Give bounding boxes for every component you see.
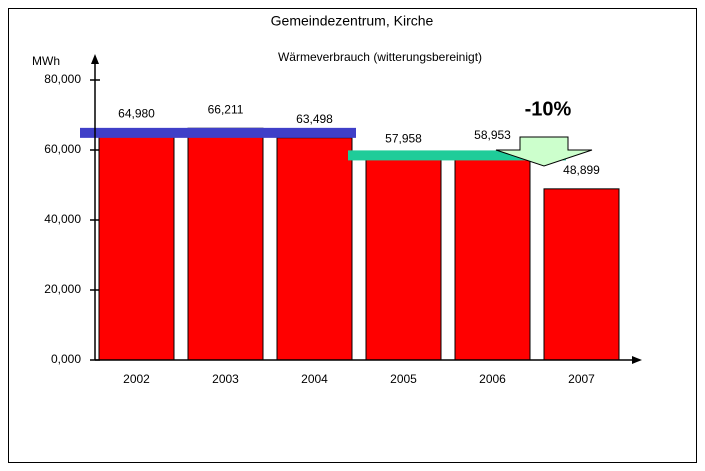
x-tick-label: 2002	[123, 372, 150, 386]
data-label: 48,899	[563, 163, 600, 177]
bar	[187, 127, 264, 361]
bar	[98, 132, 175, 361]
y-arrow	[91, 54, 99, 64]
x-tick-label: 2004	[301, 372, 328, 386]
bar	[454, 153, 531, 361]
y-axis-label: MWh	[32, 54, 60, 68]
chart-subtitle: Wärmeverbrauch (witterungsbereinigt)	[278, 50, 482, 64]
data-label: 64,980	[118, 107, 155, 121]
reference-line	[80, 127, 356, 138]
chart-title: Gemeindezentrum, Kirche	[271, 13, 434, 29]
reference-line	[348, 150, 566, 161]
data-label: 57,958	[385, 131, 422, 145]
x-tick-label: 2007	[568, 372, 595, 386]
bar	[543, 188, 620, 361]
y-tick-label: 20,000	[44, 282, 81, 296]
y-tick-label: 0,000	[51, 352, 81, 366]
annotation: -10%	[525, 98, 572, 120]
y-tick-label: 40,000	[44, 212, 81, 226]
data-label: 66,211	[208, 102, 244, 116]
bar	[276, 137, 353, 361]
data-label: 63,498	[296, 112, 333, 126]
arrow	[495, 136, 593, 167]
x-arrow	[632, 356, 642, 364]
data-label: 58,953	[474, 128, 511, 142]
x-tick-label: 2006	[479, 372, 506, 386]
bar	[365, 156, 442, 361]
y-tick-label: 80,000	[44, 72, 81, 86]
x-tick-label: 2005	[390, 372, 417, 386]
y-tick-label: 60,000	[44, 142, 81, 156]
x-tick-label: 2003	[212, 372, 239, 386]
